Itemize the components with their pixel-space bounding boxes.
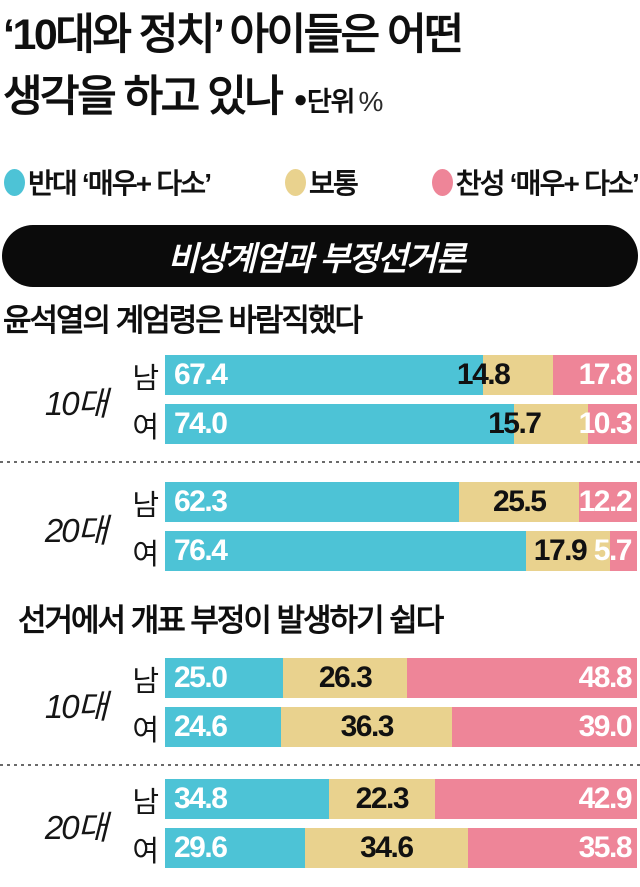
dotted-divider bbox=[0, 764, 640, 766]
sex-label: 남 bbox=[132, 363, 159, 395]
bar-segment-favor bbox=[579, 482, 637, 522]
value-label-favor: 48.8 bbox=[578, 661, 633, 694]
bar-segment-oppose bbox=[165, 404, 515, 444]
stacked-bar: 67.4 14.8 17.8 bbox=[165, 355, 637, 395]
legend-label: 반대 ‘매우+ 다소’ bbox=[28, 168, 212, 199]
bar-segment-neutral bbox=[281, 707, 453, 747]
chart-title: 선거에서 개표 부정이 발생하기 쉽다 bbox=[18, 603, 444, 638]
value-label-neutral: 36.3 bbox=[340, 710, 395, 743]
legend-label: 보통 bbox=[309, 168, 359, 199]
age-group-20대: 20대 남 62.3 25.5 12.2 여 76.4 17.9 5.7 bbox=[0, 482, 637, 573]
bar-segment-neutral bbox=[459, 482, 580, 522]
stacked-bar: 25.0 26.3 48.8 bbox=[165, 658, 637, 698]
bar-segment-favor bbox=[468, 828, 637, 868]
bar-segment-favor bbox=[434, 779, 637, 819]
value-label-neutral: 34.6 bbox=[360, 831, 414, 864]
bar-segment-favor bbox=[588, 404, 637, 444]
bar-segment-oppose bbox=[165, 828, 305, 868]
bar-segment-oppose bbox=[165, 779, 330, 819]
value-label-neutral: 15.7 bbox=[488, 407, 542, 440]
stacked-bar: 74.0 15.7 10.3 bbox=[165, 404, 637, 444]
legend-item-favor: 찬성 ‘매우+ 다소’ bbox=[431, 162, 640, 202]
bar-segment-oppose bbox=[165, 707, 282, 747]
bar-segment-oppose bbox=[165, 658, 283, 698]
value-label-neutral: 14.8 bbox=[456, 358, 511, 391]
age-group-10대: 10대 남 67.4 14.8 17.8 여 74.0 15.7 10.3 bbox=[0, 355, 637, 446]
bar-segment-oppose bbox=[165, 531, 526, 571]
value-label-oppose: 76.4 bbox=[174, 534, 228, 567]
bar-segment-neutral bbox=[282, 658, 407, 698]
value-label-favor: 42.9 bbox=[578, 782, 633, 815]
dotted-divider bbox=[0, 461, 640, 463]
neutral-dot-icon bbox=[285, 168, 307, 196]
age-group-label: 10대 bbox=[44, 384, 108, 422]
title-line-2: 생각을 하고 있나 ●단위% bbox=[3, 73, 383, 121]
value-label-neutral: 25.5 bbox=[493, 485, 547, 518]
value-label-oppose: 62.3 bbox=[174, 485, 228, 518]
section-banner: 비상계엄과 부정선거론 bbox=[2, 225, 638, 287]
value-label-favor: 10.3 bbox=[578, 407, 633, 440]
bar-segment-neutral bbox=[514, 404, 589, 444]
value-label-oppose: 25.0 bbox=[174, 661, 228, 694]
stacked-bar: 62.3 25.5 12.2 bbox=[165, 482, 637, 522]
value-label-neutral: 17.9 bbox=[533, 534, 588, 567]
value-label-oppose: 67.4 bbox=[174, 358, 228, 391]
bar-segment-neutral bbox=[525, 531, 611, 571]
age-group-label: 20대 bbox=[44, 808, 108, 846]
bar-segment-neutral bbox=[304, 828, 468, 868]
bar-segment-favor bbox=[610, 531, 637, 571]
sex-label: 여 bbox=[132, 715, 159, 747]
stacked-bar: 34.8 22.3 42.9 bbox=[165, 779, 637, 819]
section-banner-label: 비상계엄과 부정선거론 bbox=[167, 240, 466, 277]
bar-segment-neutral bbox=[329, 779, 435, 819]
value-label-neutral: 22.3 bbox=[355, 782, 410, 815]
value-label-favor: 12.2 bbox=[578, 485, 633, 518]
value-label-favor: 39.0 bbox=[578, 710, 633, 743]
favor-dot-icon bbox=[431, 168, 453, 196]
page-title: ‘10대와 정치’ 아이들은 어떤 생각을 하고 있나 ●단위% bbox=[3, 14, 640, 119]
age-group-10대: 10대 남 25.0 26.3 48.8 여 24.6 36.3 39.0 bbox=[0, 658, 637, 749]
value-label-neutral: 26.3 bbox=[318, 661, 373, 694]
legend: 반대 ‘매우+ 다소’ 보통 찬성 ‘매우+ 다소’ bbox=[4, 162, 640, 202]
stacked-bar: 29.6 34.6 35.8 bbox=[165, 828, 637, 868]
sex-label: 남 bbox=[132, 666, 159, 698]
oppose-dot-icon bbox=[4, 168, 25, 196]
bar-segment-neutral bbox=[483, 355, 553, 395]
sex-label: 남 bbox=[132, 490, 159, 522]
bar-segment-favor bbox=[552, 355, 637, 395]
title-line-1: ‘10대와 정치’ 아이들은 어떤 bbox=[3, 11, 464, 59]
stacked-bar: 24.6 36.3 39.0 bbox=[165, 707, 637, 747]
bullet-icon: ● bbox=[293, 86, 307, 113]
sex-label: 여 bbox=[132, 836, 159, 868]
bar-segment-oppose bbox=[165, 482, 460, 522]
age-group-20대: 20대 남 34.8 22.3 42.9 여 29.6 34.6 35.8 bbox=[0, 779, 637, 870]
bar-segment-favor bbox=[406, 658, 637, 698]
legend-label: 찬성 ‘매우+ 다소’ bbox=[455, 168, 640, 199]
age-group-label: 10대 bbox=[44, 687, 108, 725]
stacked-bar: 76.4 17.9 5.7 bbox=[165, 531, 637, 571]
value-label-favor: 35.8 bbox=[578, 831, 633, 864]
age-group-label: 20대 bbox=[44, 511, 108, 549]
sex-label: 남 bbox=[132, 787, 159, 819]
bar-segment-favor bbox=[452, 707, 637, 747]
legend-item-oppose: 반대 ‘매우+ 다소’ bbox=[4, 162, 212, 202]
value-label-favor: 17.8 bbox=[578, 358, 633, 391]
sex-label: 여 bbox=[132, 412, 159, 444]
bar-segment-oppose bbox=[165, 355, 484, 395]
chart-title: 윤석열의 계엄령은 바람직했다 bbox=[3, 303, 363, 338]
chart-2: 선거에서 개표 부정이 발생하기 쉽다 10대 남 25.0 26.3 48.8 여 24.6… bbox=[0, 603, 640, 870]
unit-note: ●단위% bbox=[293, 86, 383, 117]
value-label-favor: 5.7 bbox=[593, 534, 633, 567]
sex-label: 여 bbox=[132, 539, 159, 571]
value-label-oppose: 74.0 bbox=[174, 407, 228, 440]
charts-area: 윤석열의 계엄령은 바람직했다 10대 남 67.4 14.8 17.8 여 74.0 15.7… bbox=[0, 303, 640, 870]
value-label-oppose: 34.8 bbox=[174, 782, 228, 815]
legend-item-neutral: 보통 bbox=[285, 162, 359, 202]
chart-1: 윤석열의 계엄령은 바람직했다 10대 남 67.4 14.8 17.8 여 74.0 15.7… bbox=[0, 303, 640, 573]
value-label-oppose: 29.6 bbox=[174, 831, 228, 864]
value-label-oppose: 24.6 bbox=[174, 710, 228, 743]
